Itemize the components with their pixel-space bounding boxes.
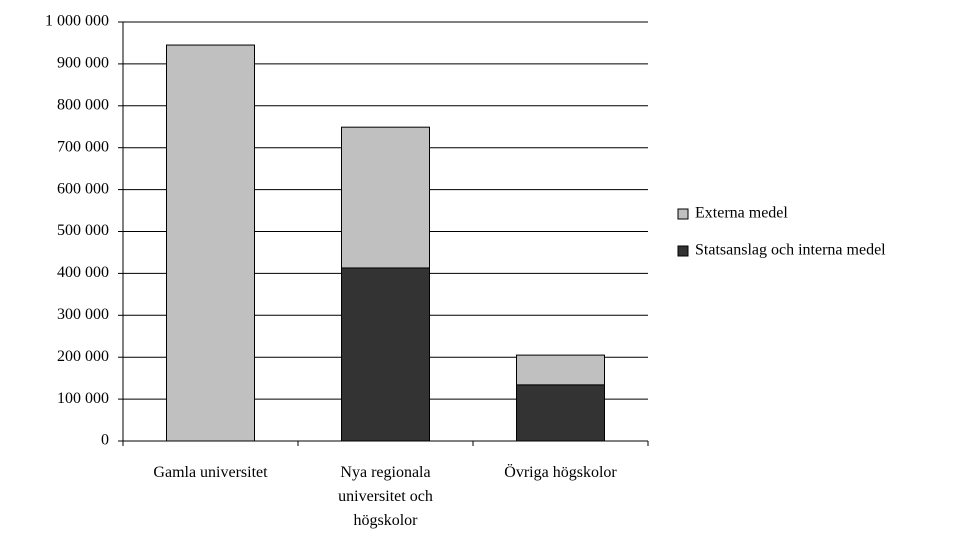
legend-swatch (677, 245, 689, 257)
legend-label: Externa medel (695, 205, 788, 222)
y-tick-label: 200 000 (57, 348, 109, 365)
y-tick-label: 900 000 (57, 55, 109, 72)
bar-segment (166, 44, 255, 442)
y-tick-label: 300 000 (57, 306, 109, 323)
bar-segment (341, 267, 430, 442)
y-tick-label: 100 000 (57, 390, 109, 407)
y-tick-label: 1 000 000 (45, 13, 109, 30)
legend-label: Statsanslag och interna medel (695, 242, 886, 259)
y-tick-label: 700 000 (57, 138, 109, 155)
y-tick-label: 600 000 (57, 180, 109, 197)
bar-segment (516, 354, 605, 386)
x-tick-label: Övriga högskolor (504, 464, 617, 481)
bar-segment (341, 126, 430, 269)
y-tick-label: 800 000 (57, 96, 109, 113)
x-tick-label: Gamla universitet (153, 464, 268, 481)
x-tick-label: Nya regionala universitet och högskolor (338, 464, 433, 529)
legend-swatch (677, 208, 689, 220)
bar-segment (516, 384, 605, 442)
y-tick-label: 500 000 (57, 222, 109, 239)
y-tick-label: 400 000 (57, 264, 109, 281)
y-tick-label: 0 (101, 432, 109, 449)
